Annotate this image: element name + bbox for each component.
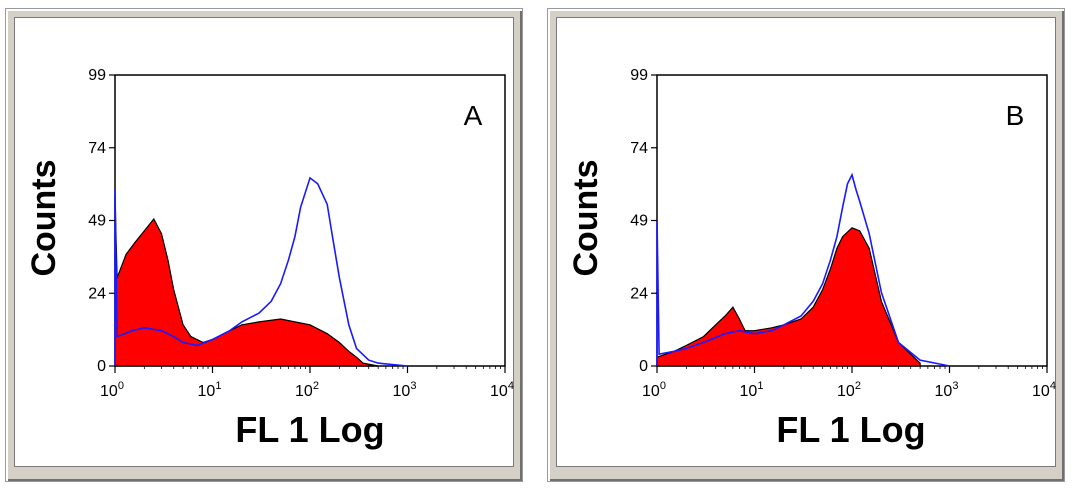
x-axis-title: FL 1 Log xyxy=(776,409,925,450)
x-tick-label: 100 xyxy=(642,380,666,400)
x-tick-label: 101 xyxy=(198,380,222,400)
x-tick-base: 10 xyxy=(935,383,953,400)
x-tick-base: 10 xyxy=(740,383,758,400)
x-tick-exponent: 4 xyxy=(508,380,514,392)
y-tick-label: 99 xyxy=(630,67,648,84)
y-axis-title: Counts xyxy=(25,159,63,276)
panel-letter: A xyxy=(464,100,483,131)
x-tick-base: 10 xyxy=(198,383,216,400)
x-tick-base: 10 xyxy=(642,383,660,400)
x-tick-label: 103 xyxy=(935,380,959,400)
panel-letter: B xyxy=(1006,100,1025,131)
x-tick-base: 10 xyxy=(490,383,508,400)
x-tick-exponent: 3 xyxy=(410,380,416,392)
x-tick-exponent: 1 xyxy=(757,380,763,392)
y-tick-label: 0 xyxy=(97,358,106,375)
x-tick-base: 10 xyxy=(1032,383,1050,400)
x-tick-base: 10 xyxy=(100,383,118,400)
y-tick-label: 0 xyxy=(639,358,648,375)
x-tick-exponent: 3 xyxy=(952,380,958,392)
x-tick-label: 104 xyxy=(1032,380,1056,400)
y-tick-label: 49 xyxy=(88,213,106,230)
y-tick-label: 99 xyxy=(88,67,106,84)
y-tick-label: 24 xyxy=(88,285,106,302)
x-axis-title: FL 1 Log xyxy=(235,409,384,450)
y-tick-label: 74 xyxy=(630,140,648,157)
x-tick-exponent: 0 xyxy=(660,380,666,392)
x-tick-exponent: 2 xyxy=(313,380,319,392)
x-tick-label: 100 xyxy=(100,380,124,400)
y-tick-label: 49 xyxy=(630,213,648,230)
x-tick-exponent: 1 xyxy=(215,380,221,392)
series-outline-histogram xyxy=(656,172,950,367)
x-tick-label: 102 xyxy=(837,380,861,400)
y-tick-label: 74 xyxy=(88,140,106,157)
series-filled-histogram xyxy=(656,227,921,367)
x-tick-label: 103 xyxy=(393,380,417,400)
x-tick-exponent: 4 xyxy=(1050,380,1056,392)
y-tick-label: 24 xyxy=(630,285,648,302)
x-tick-label: 102 xyxy=(295,380,319,400)
x-tick-exponent: 2 xyxy=(855,380,861,392)
x-tick-base: 10 xyxy=(837,383,855,400)
x-tick-base: 10 xyxy=(295,383,313,400)
x-tick-label: 104 xyxy=(490,380,514,400)
x-tick-base: 10 xyxy=(393,383,411,400)
y-axis-title: Counts xyxy=(567,159,605,276)
series-outline-histogram xyxy=(114,176,408,367)
x-tick-exponent: 0 xyxy=(118,380,124,392)
x-tick-label: 101 xyxy=(740,380,764,400)
